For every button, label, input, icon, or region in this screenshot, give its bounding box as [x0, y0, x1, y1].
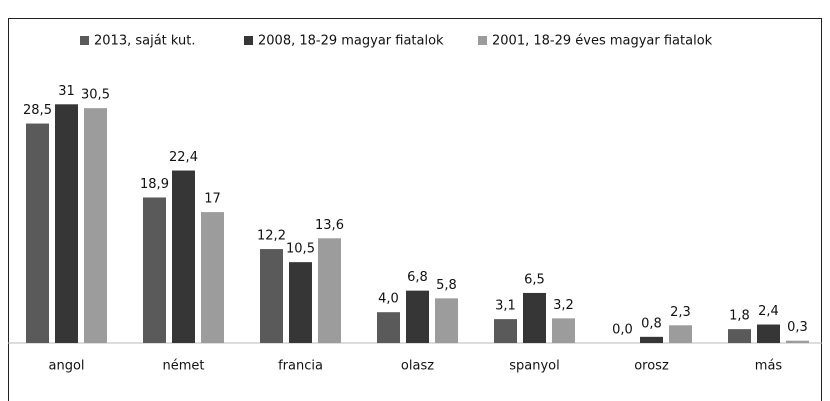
bar [435, 298, 458, 343]
value-label: 31 [58, 84, 75, 99]
value-label: 28,5 [23, 103, 52, 118]
x-tick-label: olasz [401, 359, 434, 374]
x-tick-label: francia [278, 359, 323, 374]
value-label: 5,8 [436, 278, 457, 293]
x-tick-label: német [163, 359, 205, 374]
value-label: 13,6 [315, 218, 344, 233]
bar [318, 238, 341, 343]
x-tick-label: más [755, 359, 783, 374]
value-label: 0,3 [787, 320, 808, 335]
value-label: 6,8 [407, 270, 428, 285]
bar [552, 318, 575, 343]
bar [786, 340, 809, 343]
legend-label: 2001, 18-29 éves magyar fiatalok [492, 34, 713, 49]
legend-swatch [244, 36, 253, 45]
bar [377, 312, 400, 343]
bar [640, 336, 663, 343]
bar [728, 329, 751, 343]
bar [55, 104, 78, 343]
value-label: 22,4 [169, 150, 198, 165]
value-label: 6,5 [524, 272, 545, 287]
bar [494, 319, 517, 343]
legend-label: 2013, saját kut. [94, 34, 196, 49]
value-label: 10,5 [286, 242, 315, 257]
value-label: 0,0 [612, 323, 633, 338]
value-label: 3,2 [553, 298, 574, 313]
bar [201, 212, 224, 343]
bar [289, 262, 312, 343]
value-label: 17 [204, 192, 221, 207]
x-tick-label: spanyol [509, 359, 560, 374]
value-label: 1,8 [729, 309, 750, 324]
bar [260, 249, 283, 343]
bar [757, 324, 780, 343]
value-label: 12,2 [257, 229, 286, 244]
bar [523, 292, 546, 343]
value-label: 2,4 [758, 304, 779, 319]
value-label: 30,5 [81, 88, 110, 103]
legend-label: 2008, 18-29 magyar fiatalok [258, 34, 444, 49]
value-label: 4,0 [378, 292, 399, 307]
bar [84, 108, 107, 344]
bar [26, 123, 49, 343]
legend-swatch [478, 36, 487, 45]
value-label: 2,3 [670, 305, 691, 320]
value-label: 3,1 [495, 299, 516, 314]
x-tick-label: orosz [634, 359, 669, 374]
legend-swatch [80, 36, 89, 45]
frame [8, 18, 822, 401]
value-label: 0,8 [641, 316, 662, 331]
x-tick-label: angol [48, 359, 84, 374]
bar [172, 170, 195, 343]
bar [669, 325, 692, 343]
bar [143, 197, 166, 343]
value-label: 18,9 [140, 177, 169, 192]
bar [406, 290, 429, 343]
